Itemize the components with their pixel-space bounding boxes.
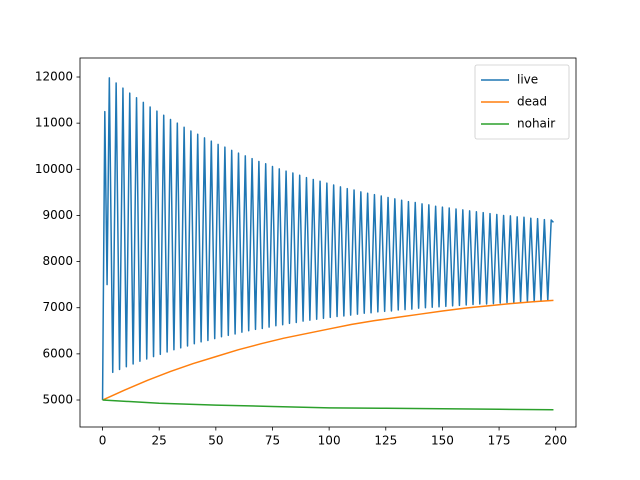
x-tick-label: 200: [544, 434, 567, 448]
plot-frame: [79, 57, 577, 428]
legend-label: live: [517, 73, 538, 87]
x-tick-label: 150: [431, 434, 454, 448]
x-tick-label: 50: [208, 434, 223, 448]
x-tick-label: 175: [488, 434, 511, 448]
y-tick-label: 5000: [42, 393, 73, 407]
y-tick-label: 12000: [35, 70, 73, 84]
line-series: [101, 77, 554, 401]
y-tick-label: 11000: [35, 116, 73, 130]
y-tick-label: 10000: [35, 162, 73, 176]
y-tick-label: 7000: [42, 300, 73, 314]
legend: live dead nohair: [474, 64, 570, 140]
x-tick-label: 25: [152, 434, 167, 448]
x-tick-label: 125: [374, 434, 397, 448]
line-series: [102, 399, 554, 411]
y-tick-label: 8000: [42, 254, 73, 268]
x-tick-label: 100: [318, 434, 341, 448]
x-tick-label: 75: [265, 434, 280, 448]
x-tick-label: 0: [99, 434, 107, 448]
line-series: [102, 299, 554, 401]
legend-label: dead: [517, 95, 547, 109]
y-tick-label: 9000: [42, 208, 73, 222]
legend-box: [474, 64, 570, 140]
y-tick-label: 6000: [42, 346, 73, 360]
legend-label: nohair: [517, 117, 555, 131]
